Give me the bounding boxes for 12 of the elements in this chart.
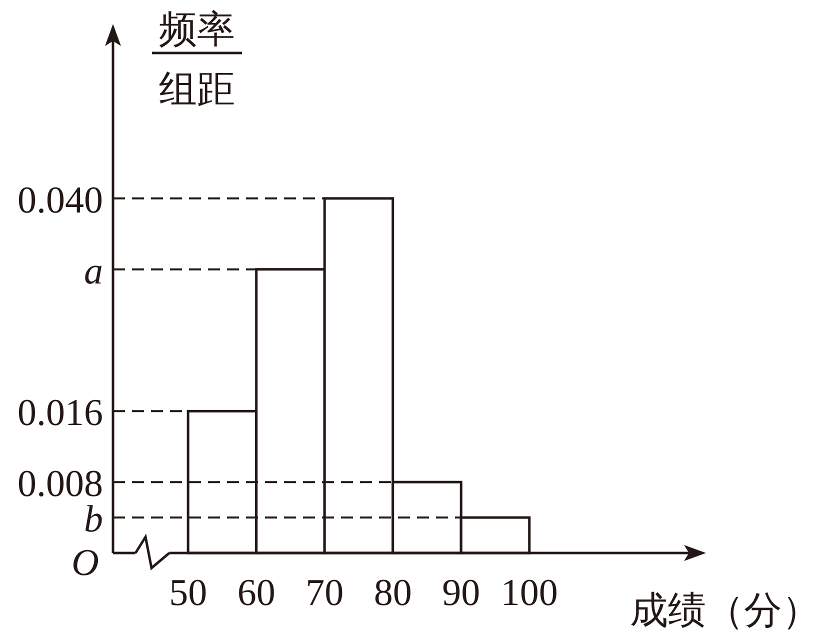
x-tick-label: 80: [374, 572, 412, 614]
y-tick-label: a: [84, 250, 103, 292]
x-tick-label: 70: [306, 572, 344, 614]
x-axis-title: 成绩（分）: [630, 590, 820, 630]
x-tick-label: 60: [237, 572, 276, 614]
y-tick-label: O: [72, 542, 99, 584]
x-tick-label: 50: [169, 572, 208, 614]
x-tick-label: 90: [442, 572, 480, 614]
y-tick-label: 0.016: [18, 392, 103, 434]
y-tick-label: 0.040: [18, 179, 103, 222]
y-axis-title: 频率组距: [158, 8, 236, 113]
x-tick-label: 100: [500, 572, 558, 614]
